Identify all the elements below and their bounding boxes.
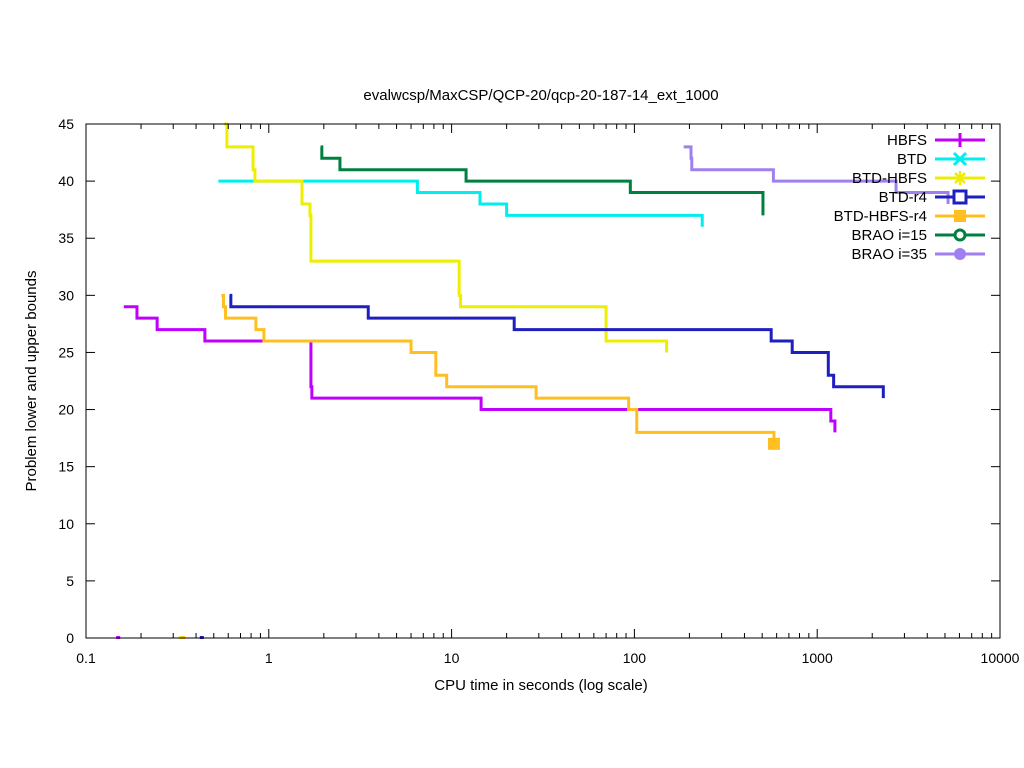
y-tick-label: 45: [58, 116, 74, 132]
x-tick-label: 100: [623, 650, 647, 666]
legend-label: HBFS: [887, 132, 927, 149]
open-square-marker-icon: [952, 189, 968, 205]
series-btd: [218, 179, 704, 227]
plot-frame: [85, 123, 1001, 639]
series-line-brao-i-35: [683, 145, 950, 204]
legend-label: BTD-HBFS: [852, 170, 927, 187]
legend: HBFS BTD BTD-HBFS BTD-r4 BTD-HBFS-r4 BRAO i=1…: [834, 132, 985, 263]
y-tick-label: 30: [58, 287, 74, 303]
star-marker-icon: [953, 171, 967, 185]
legend-item-btd: BTD: [897, 151, 985, 168]
plus-marker-icon: [953, 133, 967, 147]
final-point-marker-btd-hbfs-r4: [767, 437, 780, 450]
legend-item-brao-i-35: BRAO i=35: [852, 246, 985, 263]
y-tick-label: 40: [58, 173, 74, 189]
legend-item-btd-hbfs: BTD-HBFS: [852, 170, 985, 187]
series-line-btd-r4: [229, 293, 885, 399]
series-line-btd-hbfs: [224, 122, 669, 353]
series-brao-i-35: [683, 145, 950, 204]
y-tick-label: 5: [66, 573, 74, 589]
series-line-hbfs: [123, 305, 837, 433]
legend-label: BTD: [897, 151, 927, 168]
legend-item-btd-hbfs-r4: BTD-HBFS-r4: [834, 208, 985, 225]
x-marker-icon: [952, 151, 968, 167]
y-tick-label: 0: [66, 630, 74, 646]
y-axis-label: Problem lower and upper bounds: [23, 271, 40, 492]
series-layer: [116, 122, 950, 639]
y-tick-label: 20: [58, 402, 74, 418]
x-tick-label: 1000: [802, 650, 833, 666]
series-line-btd: [218, 179, 704, 227]
legend-label: BRAO i=35: [852, 246, 927, 263]
x-tick-label: 10: [444, 650, 460, 666]
legend-item-brao-i-15: BRAO i=15: [852, 227, 985, 244]
series-line-btd-hbfs-r4: [221, 293, 776, 444]
legend-item-hbfs: HBFS: [887, 132, 985, 149]
legend-item-btd-r4: BTD-r4: [879, 189, 985, 206]
y-tick-label: 35: [58, 230, 74, 246]
series-brao-i-15: [320, 145, 765, 216]
x-axis-label: CPU time in seconds (log scale): [434, 677, 647, 694]
legend-label: BRAO i=15: [852, 227, 927, 244]
legend-label: BTD-HBFS-r4: [834, 208, 927, 225]
y-tick-label: 25: [58, 344, 74, 360]
legend-label: BTD-r4: [879, 189, 927, 206]
x-tick-label: 0.1: [76, 650, 96, 666]
filled-square-marker-icon: [954, 210, 966, 222]
y-tick-label: 15: [58, 459, 74, 475]
axis-layer: 0 5 10 15 20 25 30 35 40 45 0.1 1 10 100 1000 10000: [58, 116, 1019, 666]
filled-circle-marker-icon: [954, 248, 966, 260]
series-line-brao-i-15: [320, 145, 765, 216]
open-circle-marker-icon: [953, 228, 967, 242]
y-tick-label: 10: [58, 516, 74, 532]
x-tick-label: 10000: [981, 650, 1020, 666]
x-tick-label: 1: [265, 650, 273, 666]
chart-title: evalwcsp/MaxCSP/QCP-20/qcp-20-187-14_ext…: [363, 87, 718, 104]
